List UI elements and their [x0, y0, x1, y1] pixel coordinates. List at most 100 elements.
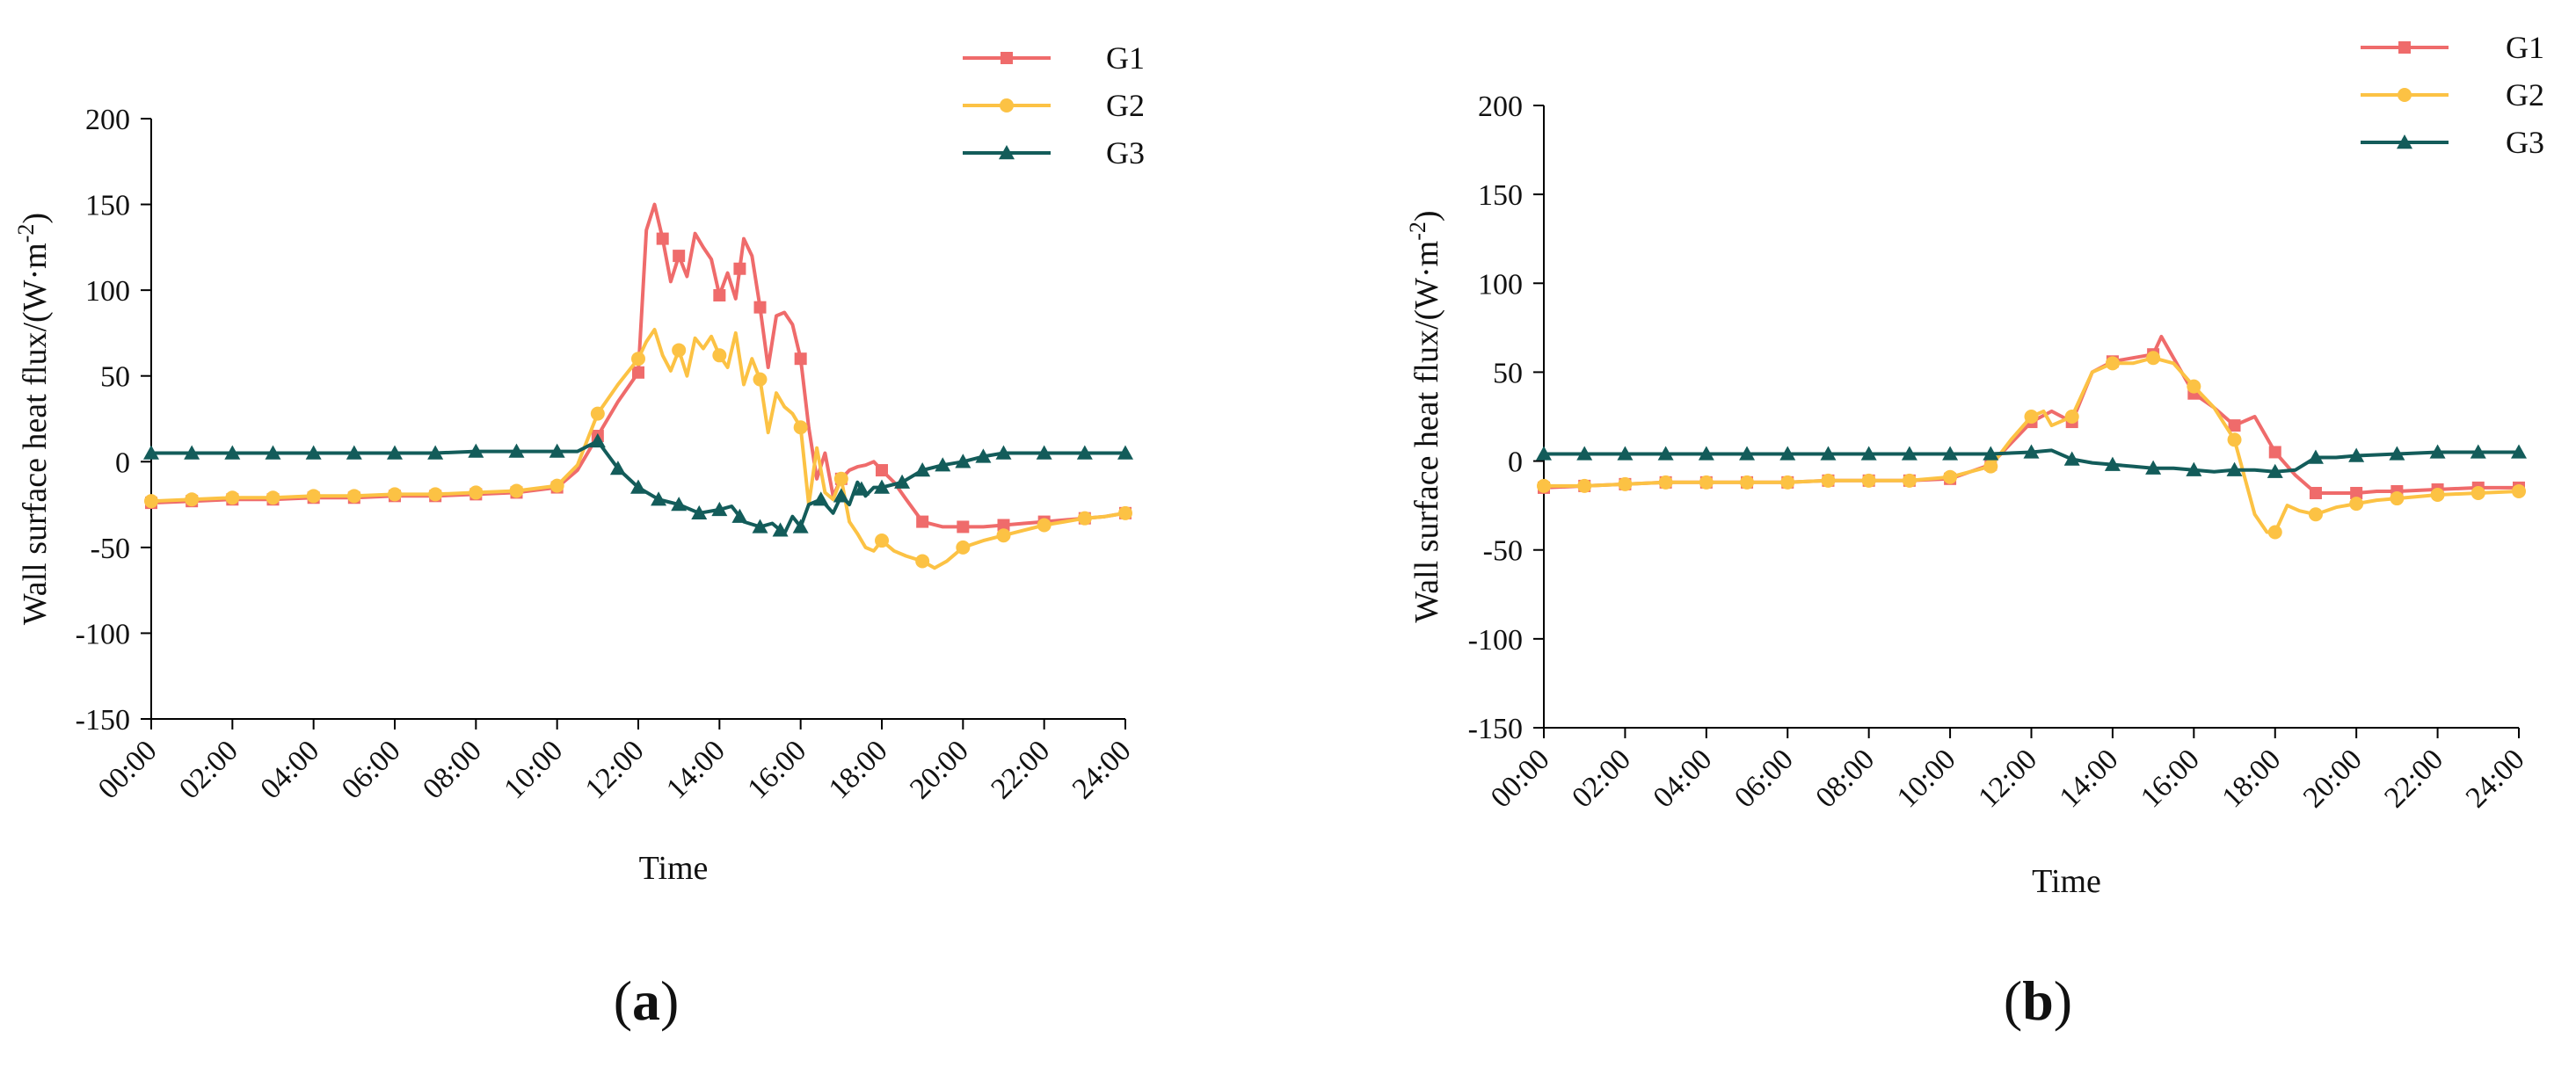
data-point: [632, 366, 644, 379]
y-tick-label: -100: [76, 618, 130, 650]
data-point: [144, 494, 158, 509]
x-tick-label: 10:00: [498, 734, 569, 805]
y-axis-title-sup: -2: [13, 224, 39, 243]
data-point: [2470, 444, 2486, 459]
data-point: [691, 504, 708, 520]
x-tick-label: 24:00: [2460, 743, 2531, 814]
data-point: [2470, 485, 2485, 500]
x-tick-label: 02:00: [173, 734, 244, 805]
legend-marker-g1: [1001, 52, 1013, 64]
data-point: [833, 488, 849, 503]
data-point: [672, 343, 687, 358]
y-tick-label: 200: [85, 104, 130, 136]
data-point: [266, 490, 280, 505]
data-point: [2429, 444, 2446, 459]
data-point: [1117, 445, 1133, 460]
y-tick-label: 100: [85, 275, 130, 308]
x-tick-label: 06:00: [1728, 743, 1800, 814]
data-point: [1983, 459, 1998, 474]
data-point: [1536, 446, 1552, 461]
legend-label-g1: G1: [2506, 30, 2544, 65]
series-g3: [1536, 444, 2527, 478]
y-tick-label: 50: [1493, 357, 1523, 389]
data-point: [2390, 491, 2405, 506]
y-axis-title-main: Wall surface heat flux/(W·m: [17, 243, 54, 625]
data-point: [609, 461, 626, 475]
data-point: [2268, 446, 2281, 459]
y-tick-label: 0: [1508, 446, 1523, 479]
y-tick-label: 0: [115, 446, 130, 479]
data-point: [305, 445, 322, 460]
data-point: [712, 348, 727, 363]
panel-label-open: (: [614, 969, 632, 1032]
data-point: [1657, 446, 1674, 461]
x-tick-label: 22:00: [2378, 743, 2449, 814]
x-tick-label: 20:00: [904, 734, 975, 805]
data-point: [2023, 444, 2040, 459]
data-point: [713, 288, 726, 301]
legend-marker-g1: [2398, 41, 2411, 54]
x-tick-label: 14:00: [2054, 743, 2125, 814]
data-point: [894, 474, 911, 489]
series-g2: [144, 328, 1132, 570]
data-point: [2267, 463, 2283, 478]
data-point: [1118, 505, 1132, 520]
data-point: [549, 443, 565, 458]
chart-panel-b: -150 -100 -50 0 50 100 150 200 00:00 02:00 04:00 06…: [1288, 0, 2576, 1067]
data-point: [1537, 478, 1551, 493]
data-point: [996, 528, 1011, 543]
data-point: [1036, 445, 1052, 460]
data-point: [956, 540, 971, 555]
data-point: [2512, 483, 2526, 498]
data-point: [2104, 456, 2121, 471]
data-point: [630, 479, 646, 494]
y-tick-label: -100: [1468, 624, 1523, 657]
data-point: [1740, 475, 1755, 490]
legend-label-g2: G2: [1106, 88, 1145, 123]
data-point: [916, 515, 929, 528]
data-point: [833, 471, 848, 486]
x-axis-title: Time: [639, 850, 709, 887]
chart-b-svg: -150 -100 -50 0 50 100 150 200 00:00 02:00 04:00 06…: [1405, 30, 2544, 1032]
panel-label-close: ): [2054, 969, 2072, 1032]
data-point: [1902, 473, 1917, 488]
data-point: [469, 485, 484, 500]
data-point: [2309, 486, 2322, 499]
data-point: [346, 445, 362, 460]
panel-label-letter: b: [2022, 969, 2054, 1032]
data-point: [957, 520, 970, 534]
x-tick-label: 04:00: [1648, 743, 1719, 814]
data-point: [1820, 446, 1837, 461]
data-point: [656, 232, 669, 245]
data-point: [812, 491, 829, 506]
data-point: [876, 464, 888, 477]
panel-label: (a): [614, 969, 680, 1032]
y-tick-label: 150: [85, 190, 130, 222]
data-point: [306, 489, 321, 504]
data-point: [2389, 446, 2405, 461]
x-tick-label: 00:00: [1485, 743, 1556, 814]
data-point: [651, 491, 667, 506]
legend-marker-g2: [1000, 98, 1014, 113]
data-point: [915, 554, 930, 569]
data-point: [753, 301, 767, 314]
data-point: [2105, 356, 2120, 371]
data-point: [2430, 488, 2445, 503]
x-tick-label: 18:00: [823, 734, 894, 805]
data-point: [1821, 473, 1836, 488]
data-point: [1617, 446, 1634, 461]
data-point: [874, 479, 890, 494]
data-point: [2267, 525, 2282, 540]
x-tick-label: 06:00: [336, 734, 407, 805]
x-axis-title: Time: [2032, 863, 2101, 900]
series-g3: [143, 432, 1133, 537]
panel-label: (b): [2004, 969, 2072, 1032]
data-point: [955, 454, 971, 468]
legend-label-g3: G3: [2506, 125, 2544, 160]
data-point: [2227, 432, 2242, 447]
legend-label-g3: G3: [1106, 135, 1145, 171]
data-point: [590, 406, 605, 421]
chart-panel-a: -150 -100 -50 0 50 100 150 200 00:00 02:00 04:00 06…: [13, 40, 1145, 1032]
data-point: [1658, 475, 1673, 490]
data-point: [1076, 445, 1093, 460]
